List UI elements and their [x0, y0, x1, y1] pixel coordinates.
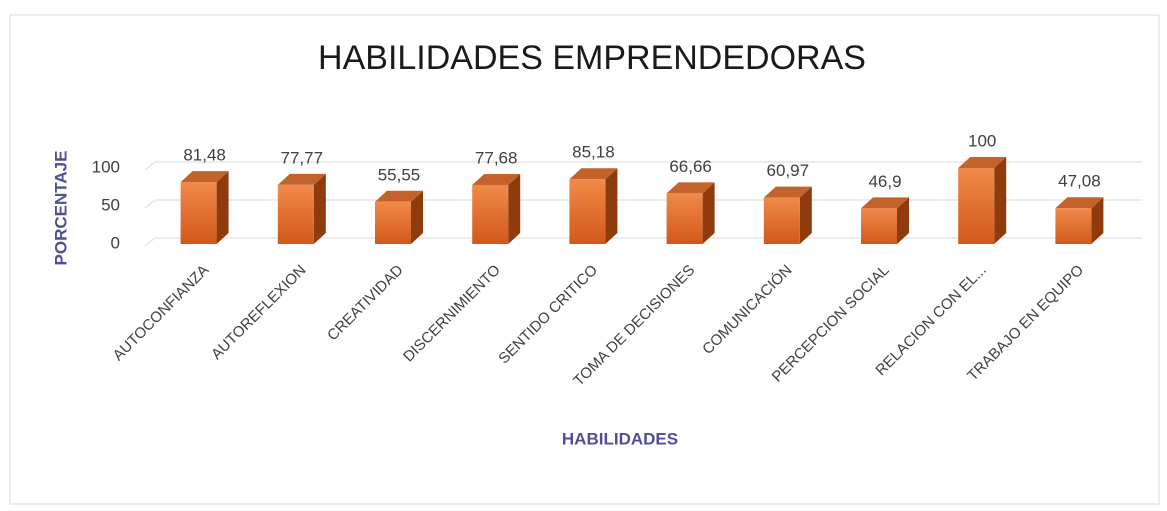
bar-top: [277, 173, 326, 185]
data-label: 77,77: [281, 148, 324, 167]
bar-side: [1091, 197, 1104, 244]
grid-line: [144, 161, 1142, 171]
bar: [763, 186, 812, 244]
bar-front: [180, 182, 217, 244]
bar-side: [411, 190, 423, 244]
bar-front: [861, 208, 897, 244]
data-label: 60,97: [767, 161, 810, 180]
bar-side: [508, 173, 521, 244]
bar-top: [569, 168, 618, 180]
bar: [277, 173, 326, 244]
bar: [1055, 197, 1104, 244]
data-label: 47,08: [1058, 172, 1101, 191]
bar-top: [861, 197, 909, 209]
bar: [375, 190, 423, 244]
y-tick-label: 50: [101, 195, 120, 214]
bar-front: [763, 197, 800, 244]
bar-top: [472, 173, 521, 185]
x-axis-label: HABILIDADES: [562, 429, 678, 448]
data-label: 55,55: [378, 165, 421, 184]
bar-top: [763, 186, 812, 198]
bar-side: [897, 197, 909, 244]
bar: [958, 157, 1007, 244]
chart-border: [9, 14, 1160, 505]
bar-top: [180, 171, 229, 183]
bar-front: [958, 168, 995, 244]
bar-top: [666, 182, 715, 194]
bar: [472, 173, 521, 244]
chart-title: HABILIDADES EMPRENDEDORAS: [318, 39, 866, 77]
bar-front: [666, 193, 703, 244]
bar-front: [1055, 208, 1092, 244]
grid-line: [144, 237, 1142, 247]
bar-side: [799, 186, 812, 244]
grid-line: [144, 199, 1142, 209]
bar-front: [569, 179, 606, 244]
bar-side: [313, 173, 326, 244]
data-label: 81,48: [183, 146, 226, 165]
bar-side: [994, 157, 1007, 244]
bar-front: [472, 184, 509, 244]
bar-top: [375, 190, 423, 202]
bar-top: [958, 157, 1007, 168]
bar-side: [702, 182, 715, 244]
y-tick-label: 0: [111, 233, 120, 252]
bar-front: [375, 201, 411, 244]
bar: [180, 171, 229, 244]
bar-front: [277, 184, 314, 244]
bar-top: [1055, 197, 1104, 209]
data-label: 77,68: [475, 148, 518, 167]
data-label: 100: [968, 131, 996, 150]
bar: [861, 197, 909, 244]
bar-side: [605, 168, 618, 244]
bar: [569, 168, 618, 244]
y-axis-label: PORCENTAJE: [51, 151, 70, 266]
bar-side: [216, 171, 229, 244]
y-tick-label: 100: [92, 157, 120, 176]
data-label: 66,66: [669, 157, 712, 176]
data-label: 85,18: [572, 143, 615, 162]
data-label: 46,9: [868, 172, 901, 191]
bar: [666, 182, 715, 244]
